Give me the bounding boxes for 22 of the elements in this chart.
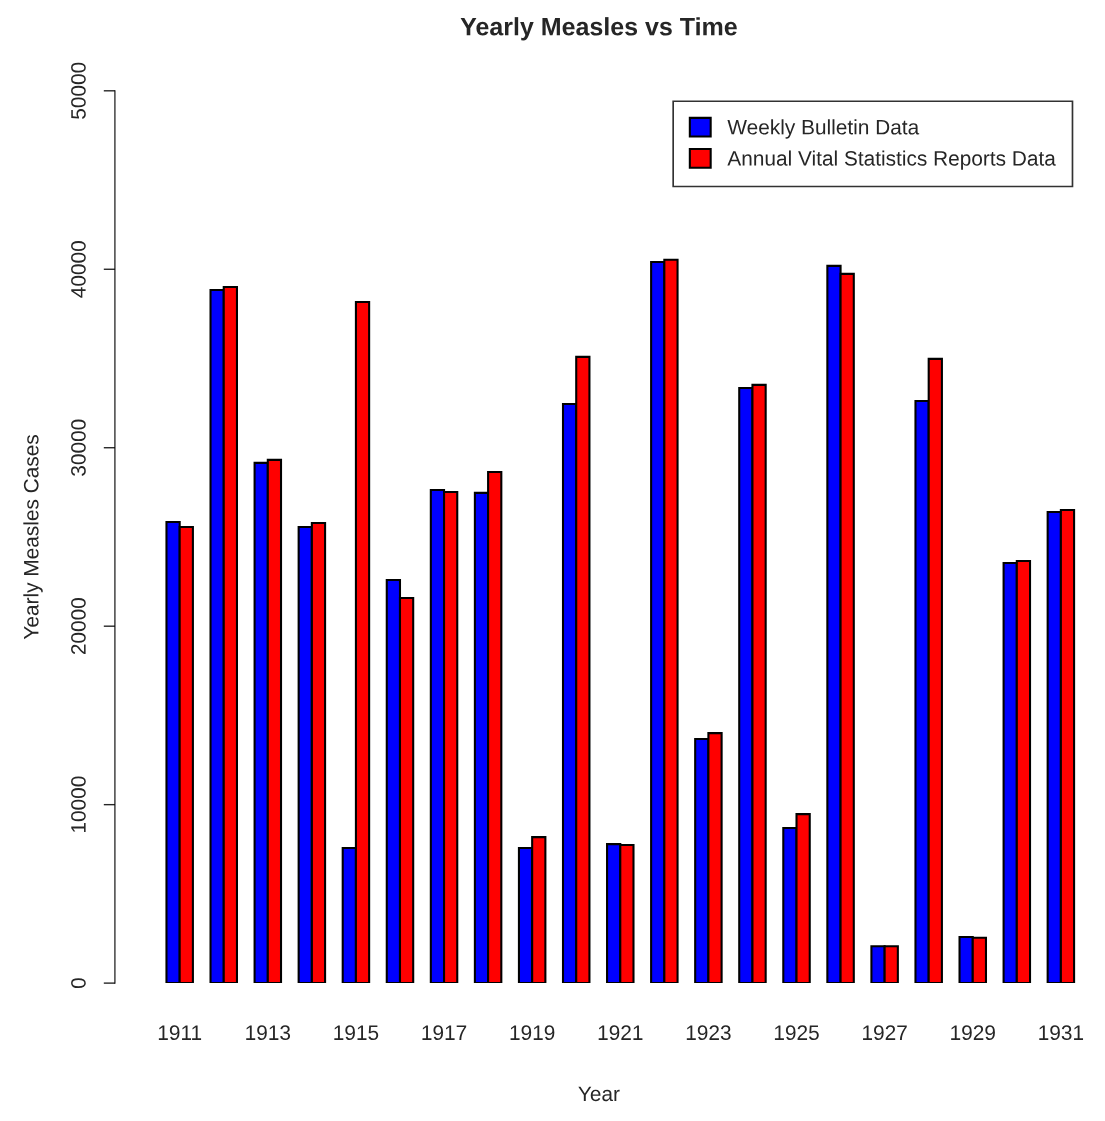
x-tick-label: 1931 bbox=[1039, 1025, 1084, 1041]
x-tick-label: 1923 bbox=[686, 1025, 731, 1041]
x-tick-label: 1925 bbox=[774, 1025, 819, 1041]
legend-label: Weekly Bulletin Data bbox=[727, 119, 920, 139]
x-tick-label: 1917 bbox=[422, 1025, 467, 1041]
y-tick-label: 50000 bbox=[71, 62, 86, 119]
y-tick-label: 20000 bbox=[71, 598, 86, 655]
x-tick-label: 1915 bbox=[334, 1025, 379, 1041]
x-tick-label: 1929 bbox=[951, 1025, 995, 1041]
y-tick-label: 40000 bbox=[71, 241, 86, 298]
y-tick-label: 10000 bbox=[71, 776, 86, 833]
y-axis-title: Yearly Measles Cases bbox=[23, 435, 43, 640]
x-tick-label: 1911 bbox=[158, 1025, 202, 1041]
chart-title: Yearly Measles vs Time bbox=[460, 17, 737, 41]
x-axis-title: Year bbox=[578, 1086, 620, 1102]
x-tick-label: 1919 bbox=[510, 1025, 555, 1041]
y-tick-label: 30000 bbox=[71, 419, 86, 476]
x-tick-label: 1913 bbox=[246, 1025, 291, 1041]
legend-label: Annual Vital Statistics Reports Data bbox=[727, 150, 1056, 170]
y-tick-label: 0 bbox=[71, 978, 86, 989]
x-tick-label: 1927 bbox=[863, 1025, 907, 1041]
x-tick-label: 1921 bbox=[598, 1025, 643, 1041]
